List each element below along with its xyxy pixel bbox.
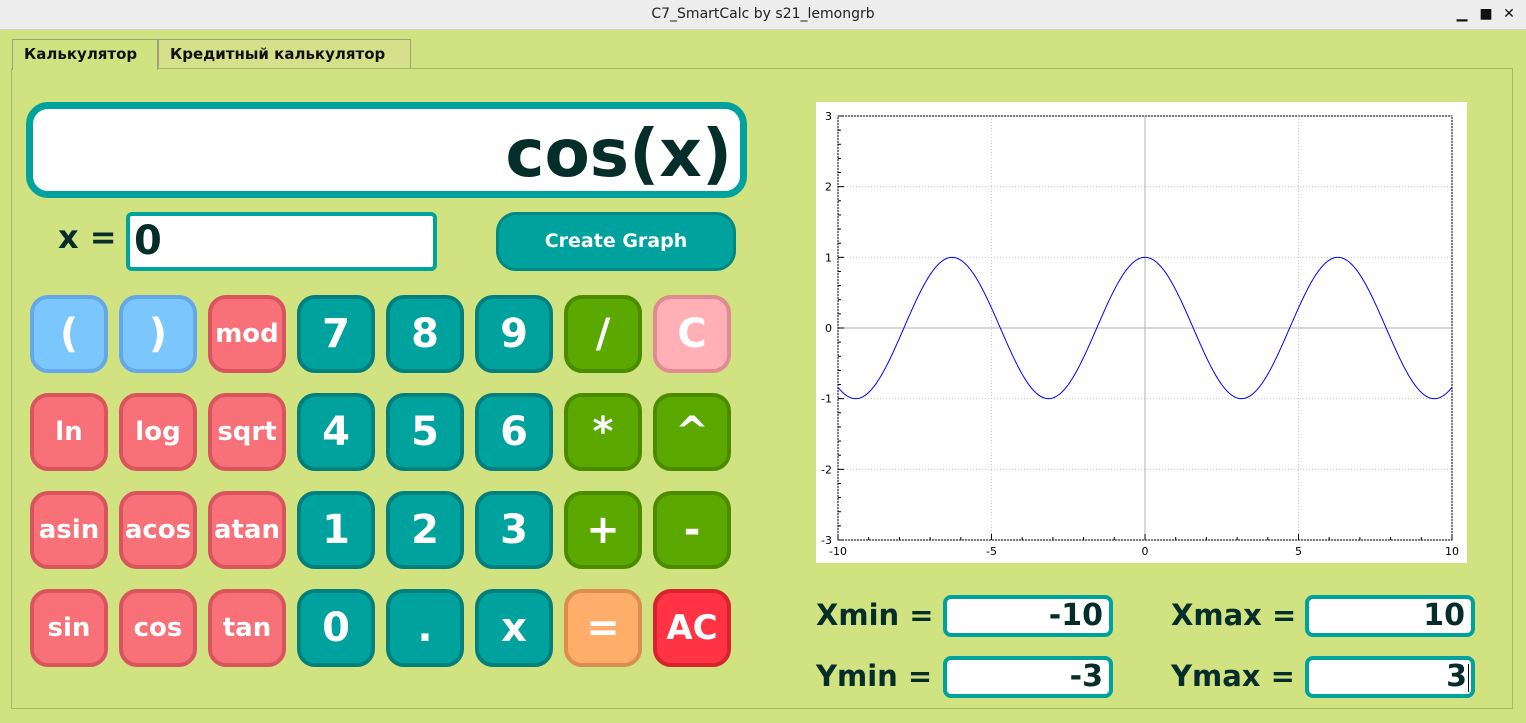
equals-button[interactable]: = bbox=[564, 589, 642, 667]
digit-4-button[interactable]: 4 bbox=[297, 393, 375, 471]
sin-button[interactable]: sin bbox=[30, 589, 108, 667]
tab-credit-calculator[interactable]: Кредитный калькулятор bbox=[158, 39, 411, 68]
text-cursor bbox=[1468, 663, 1469, 692]
window-titlebar: C7_SmartCalc by s21_lemongrb ▁ ■ ✕ bbox=[0, 0, 1526, 30]
digit-5-button[interactable]: 5 bbox=[386, 393, 464, 471]
open-paren-button[interactable]: ( bbox=[30, 295, 108, 373]
xmax-label: Xmax = bbox=[1171, 598, 1297, 632]
digit-3-button[interactable]: 3 bbox=[475, 491, 553, 569]
xmin-input[interactable]: -10 bbox=[943, 595, 1113, 637]
xmax-input[interactable]: 10 bbox=[1305, 595, 1475, 637]
tab-calculator[interactable]: Калькулятор bbox=[12, 39, 158, 70]
digit-8-button[interactable]: 8 bbox=[386, 295, 464, 373]
expression-text: cos(x) bbox=[505, 115, 732, 192]
atan-button[interactable]: atan bbox=[208, 491, 286, 569]
tan-button[interactable]: tan bbox=[208, 589, 286, 667]
digit-7-button[interactable]: 7 bbox=[297, 295, 375, 373]
digit-6-button[interactable]: 6 bbox=[475, 393, 553, 471]
y-tick-label: -2 bbox=[821, 463, 832, 476]
y-tick-label: -3 bbox=[821, 534, 832, 547]
minus-button[interactable]: - bbox=[653, 491, 731, 569]
x-value-input[interactable]: 0 bbox=[126, 212, 437, 271]
x-tick-label: -10 bbox=[829, 545, 847, 558]
y-tick-label: 0 bbox=[825, 322, 832, 335]
minimize-icon[interactable]: ▁ bbox=[1456, 6, 1468, 22]
plus-button[interactable]: + bbox=[564, 491, 642, 569]
x-tick-label: 0 bbox=[1142, 545, 1149, 558]
cos-button[interactable]: cos bbox=[119, 589, 197, 667]
create-graph-button[interactable]: Create Graph bbox=[496, 212, 736, 271]
x-tick-label: -5 bbox=[986, 545, 997, 558]
asin-button[interactable]: asin bbox=[30, 491, 108, 569]
y-tick-label: 2 bbox=[825, 181, 832, 194]
ymax-value: 3 bbox=[1446, 659, 1467, 694]
digit-0-button[interactable]: 0 bbox=[297, 589, 375, 667]
log-button[interactable]: log bbox=[119, 393, 197, 471]
ymin-input[interactable]: -3 bbox=[943, 656, 1113, 698]
digit-9-button[interactable]: 9 bbox=[475, 295, 553, 373]
window-title: C7_SmartCalc by s21_lemongrb bbox=[651, 6, 875, 22]
x-label: x = bbox=[58, 218, 117, 256]
x-tick-label: 10 bbox=[1445, 545, 1459, 558]
calculator-panel bbox=[11, 68, 1513, 709]
acos-button[interactable]: acos bbox=[119, 491, 197, 569]
mod-button[interactable]: mod bbox=[208, 295, 286, 373]
ymin-label: Ymin = bbox=[816, 659, 933, 693]
power-button[interactable]: ^ bbox=[653, 393, 731, 471]
expression-display[interactable]: cos(x) bbox=[26, 102, 747, 198]
multiply-button[interactable]: * bbox=[564, 393, 642, 471]
digit-1-button[interactable]: 1 bbox=[297, 491, 375, 569]
y-tick-label: -1 bbox=[821, 393, 832, 406]
y-tick-label: 3 bbox=[825, 110, 832, 123]
ln-button[interactable]: ln bbox=[30, 393, 108, 471]
all-clear-button[interactable]: AC bbox=[653, 589, 731, 667]
ymax-input[interactable]: 3 bbox=[1305, 656, 1475, 698]
close-icon[interactable]: ✕ bbox=[1503, 6, 1515, 22]
xmin-label: Xmin = bbox=[816, 598, 934, 632]
maximize-icon[interactable]: ■ bbox=[1479, 6, 1493, 22]
y-tick-label: 1 bbox=[825, 251, 832, 264]
x-tick-label: 5 bbox=[1295, 545, 1302, 558]
clear-button[interactable]: C bbox=[653, 295, 731, 373]
digit-2-button[interactable]: 2 bbox=[386, 491, 464, 569]
sqrt-button[interactable]: sqrt bbox=[208, 393, 286, 471]
decimal-point-button[interactable]: . bbox=[386, 589, 464, 667]
ymax-label: Ymax = bbox=[1171, 659, 1295, 693]
variable-x-button[interactable]: x bbox=[475, 589, 553, 667]
divide-button[interactable]: / bbox=[564, 295, 642, 373]
close-paren-button[interactable]: ) bbox=[119, 295, 197, 373]
